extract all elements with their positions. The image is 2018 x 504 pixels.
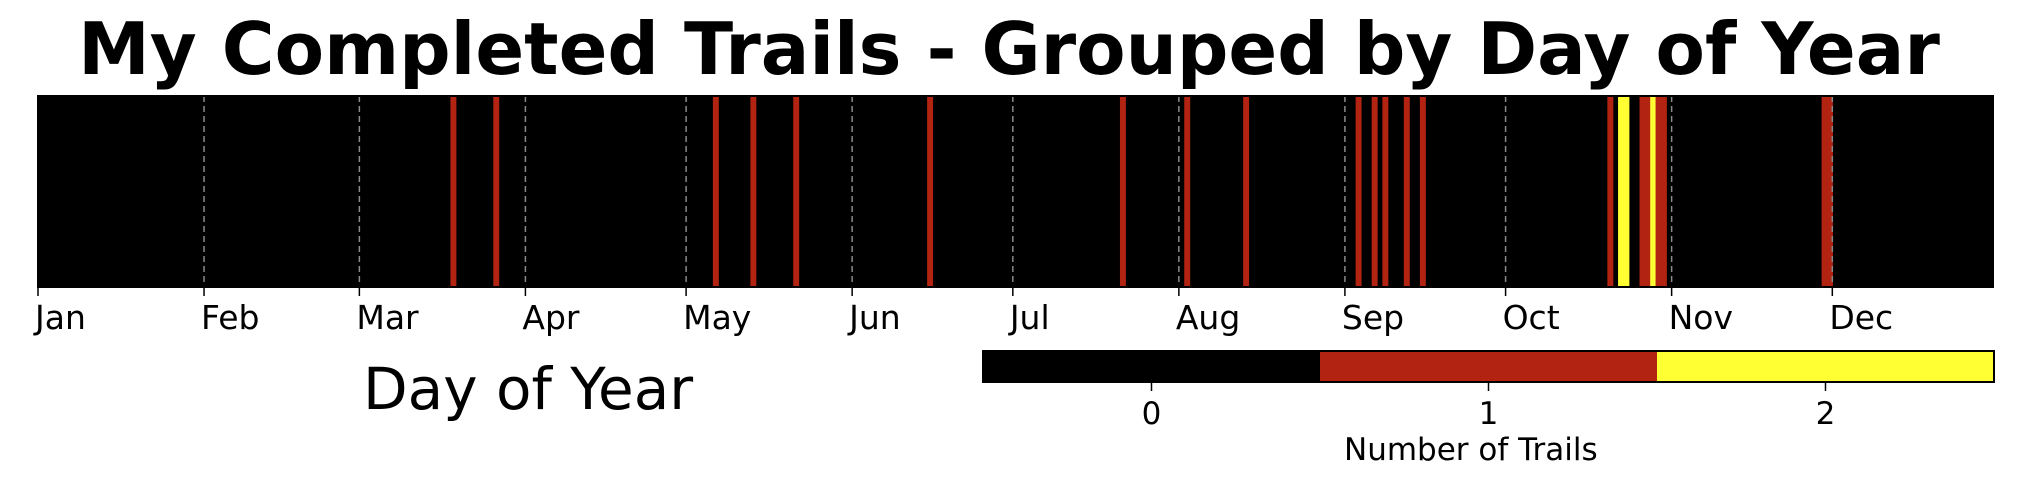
heatmap-cell [1419,96,1426,287]
colorbar-label: Number of Trails [1344,432,1598,468]
heatmap-cell [1660,96,1667,287]
month-tick-label: Jun [847,298,901,337]
heatmap-background [38,96,1993,287]
month-tick-label: Jan [33,298,86,337]
heatmap-cell [450,96,457,287]
heatmap-cell [1623,96,1630,287]
month-tick-label: Feb [201,298,259,337]
month-tick-label: May [683,298,751,337]
heatmap-cell [793,96,800,287]
heatmap-cell [1618,96,1625,287]
heatmap-cell [750,96,757,287]
heatmap-cells [450,96,1833,287]
month-tick-label: Dec [1829,298,1893,337]
month-tick-label: Nov [1669,298,1733,337]
month-tick-label: Apr [522,298,580,337]
heatmap-cell [1243,96,1250,287]
heatmap-cell [493,96,500,287]
heatmap-cell [1371,96,1378,287]
colorbar-segment [1320,351,1657,382]
month-gridlines [203,96,1834,287]
colorbar-tick-label: 2 [1816,396,1836,432]
month-tick-label: Aug [1176,298,1240,337]
month-tick-label: Sep [1342,298,1404,337]
heatmap-cell [1650,96,1657,287]
heatmap-cell [1184,96,1191,287]
heatmap-frame [37,95,1994,288]
colorbar-segment [983,351,1320,382]
heatmap-cell [1119,96,1126,287]
heatmap-cell [1639,96,1646,287]
heatmap-cell [1655,96,1662,287]
colorbar-tick-label: 0 [1142,396,1162,432]
heatmap-cell [1607,96,1614,287]
heatmap-cell [1403,96,1410,287]
chart-title: My Completed Trails - Grouped by Day of … [78,7,1940,91]
heatmap-cell [1826,96,1833,287]
colorbar-segment [1657,351,1994,382]
month-ticks: Jan Feb Mar Apr May Jun Jul Aug Sep Oct Nov Dec [33,95,1994,337]
month-tick-label: Jul [1008,298,1050,337]
x-axis-label: Day of Year [363,355,694,423]
heatmap-cell [927,96,934,287]
month-tick-label: Mar [356,298,419,337]
colorbar-tick-label: 1 [1479,396,1499,432]
colorbar: 0 1 2 [982,350,1995,432]
month-tick-label: Oct [1503,298,1560,337]
heatmap-cell [1382,96,1389,287]
heatmap-cell [1644,96,1651,287]
heatmap-cell [1821,96,1828,287]
heatmap-cell [712,96,719,287]
heatmap-cell [1355,96,1362,287]
